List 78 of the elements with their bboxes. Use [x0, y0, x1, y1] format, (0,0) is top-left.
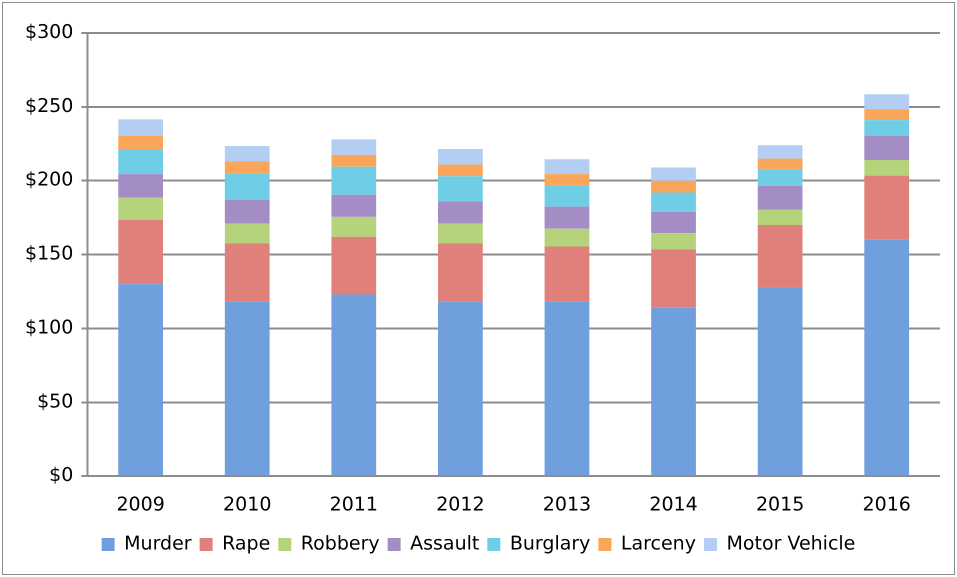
y-tick-label: $200: [24, 168, 74, 191]
bar: [118, 148, 164, 174]
bar: [118, 284, 164, 476]
bar: [438, 148, 483, 164]
bar: [651, 192, 696, 212]
legend-label: Motor Vehicle: [726, 532, 856, 554]
bar: [331, 154, 376, 167]
bar: [224, 173, 270, 200]
legend-label: Larceny: [620, 532, 696, 554]
bar: [118, 198, 164, 220]
bar: [864, 160, 910, 176]
bar: [758, 158, 803, 170]
y-tick-label: $250: [24, 94, 74, 117]
bar: [224, 162, 270, 174]
bar: [651, 249, 696, 308]
bar: [651, 180, 696, 193]
bar: [651, 167, 696, 181]
bar: [118, 174, 164, 198]
legend-label: Murder: [124, 532, 192, 554]
bar: [438, 224, 483, 244]
bar: [118, 119, 164, 136]
bar: [544, 174, 590, 186]
y-tick-label: $0: [49, 464, 74, 486]
bar: [331, 236, 376, 294]
legend-label: Rape: [222, 532, 270, 554]
bar: [224, 302, 270, 476]
legend-label: Robbery: [300, 532, 380, 554]
bar: [864, 94, 910, 110]
y-tick-label: $100: [24, 316, 74, 338]
bar: [544, 302, 590, 476]
bar: [118, 220, 164, 284]
y-tick-label: $300: [24, 20, 74, 43]
bar: [544, 186, 590, 207]
bar: [438, 164, 483, 176]
bar: [331, 294, 376, 476]
bar: [224, 224, 270, 244]
x-tick-label: 2012: [436, 494, 485, 516]
x-tick-label: 2010: [223, 494, 272, 516]
bar: [758, 170, 803, 186]
bar: [651, 233, 696, 250]
bar: [438, 201, 483, 224]
bar: [331, 166, 376, 195]
bar: [758, 225, 803, 288]
bar: [438, 244, 483, 302]
bar: [864, 109, 910, 120]
bar: [438, 302, 483, 476]
legend-label: Burglary: [510, 532, 590, 554]
bar: [331, 216, 376, 237]
bar: [651, 308, 696, 476]
bar: [544, 228, 590, 246]
bar: [331, 194, 376, 217]
bar: [651, 212, 696, 234]
bar: [758, 210, 803, 226]
bar: [224, 200, 270, 224]
bar: [864, 136, 910, 160]
legend-label: Assault: [410, 532, 480, 554]
bar: [864, 240, 910, 476]
bar: [544, 159, 590, 174]
y-tick-label: $150: [24, 242, 74, 265]
bar: [758, 145, 803, 159]
x-tick-label: 2011: [330, 494, 378, 516]
x-tick-label: 2016: [862, 494, 911, 516]
x-tick-label: 2009: [116, 494, 165, 516]
bar: [864, 120, 910, 136]
bar: [758, 186, 803, 210]
bar: [224, 244, 270, 302]
x-tick-label: 2013: [542, 494, 592, 516]
y-tick-label: $50: [37, 390, 74, 412]
bar: [438, 176, 483, 202]
x-tick-label: 2015: [756, 494, 804, 516]
bar: [224, 146, 270, 162]
bar: [118, 136, 164, 149]
bar: [864, 176, 910, 240]
x-tick-label: 2014: [649, 494, 698, 516]
bar: [544, 206, 590, 229]
bar: [758, 287, 803, 476]
bar: [544, 246, 590, 302]
bar: [331, 139, 376, 155]
